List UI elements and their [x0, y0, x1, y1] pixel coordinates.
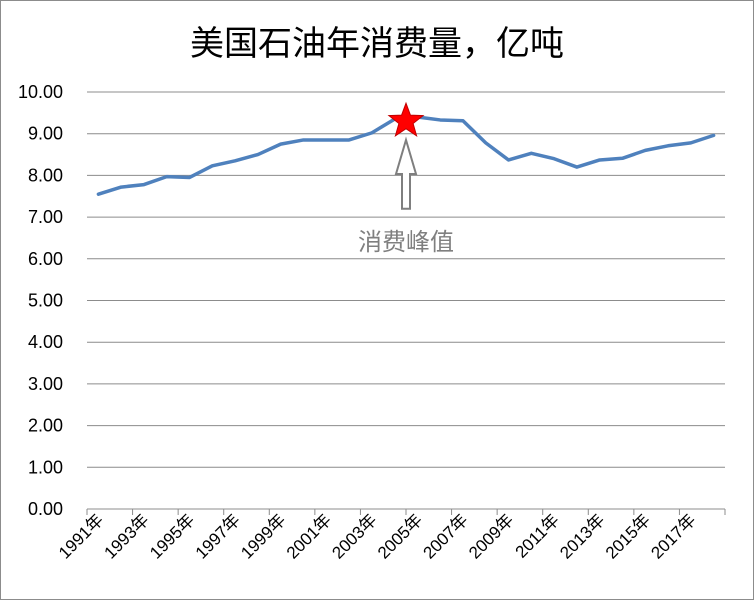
x-tick-label: 2013年 — [556, 510, 608, 562]
y-tick-label: 1.00 — [28, 457, 63, 477]
annotation-layer: 消费峰值 — [358, 101, 454, 256]
y-tick-label: 6.00 — [28, 249, 63, 269]
y-tick-label: 9.00 — [28, 124, 63, 144]
x-tick-label: 2001年 — [283, 510, 335, 562]
annotation-arrow — [394, 136, 418, 210]
x-tick-label: 2003年 — [328, 510, 380, 562]
y-tick-label: 5.00 — [28, 291, 63, 311]
x-axis-ticks: 1991年1993年1995年1997年1999年2001年2003年2005年… — [55, 510, 700, 562]
y-tick-label: 8.00 — [28, 165, 63, 185]
peak-star-marker — [387, 101, 425, 137]
x-tick-label: 2005年 — [374, 510, 426, 562]
annotation-label: 消费峰值 — [358, 228, 454, 256]
x-axis — [86, 508, 726, 515]
y-tick-label: 0.00 — [28, 499, 63, 519]
y-tick-label: 10.00 — [18, 82, 63, 102]
y-tick-label: 3.00 — [28, 374, 63, 394]
x-tick-label: 1999年 — [237, 510, 289, 562]
x-tick-label: 2009年 — [465, 510, 517, 562]
x-tick-label: 2017年 — [647, 510, 699, 562]
y-axis-ticks: 0.00 1.00 2.00 3.00 4.00 5.00 6.00 7.00 8.00 9.00… — [18, 82, 63, 519]
y-tick-label: 7.00 — [28, 207, 63, 227]
x-tick-label: 1997年 — [192, 510, 244, 562]
x-tick-label: 2015年 — [602, 510, 654, 562]
x-tick-label: 1995年 — [146, 510, 198, 562]
y-tick-label: 2.00 — [28, 416, 63, 436]
x-tick-label: 2007年 — [420, 510, 472, 562]
x-tick-label: 1993年 — [101, 510, 153, 562]
y-tick-label: 4.00 — [28, 332, 63, 352]
chart-title: 美国石油年消费量，亿吨 — [190, 24, 564, 64]
x-tick-label: 2011年 — [512, 510, 563, 561]
